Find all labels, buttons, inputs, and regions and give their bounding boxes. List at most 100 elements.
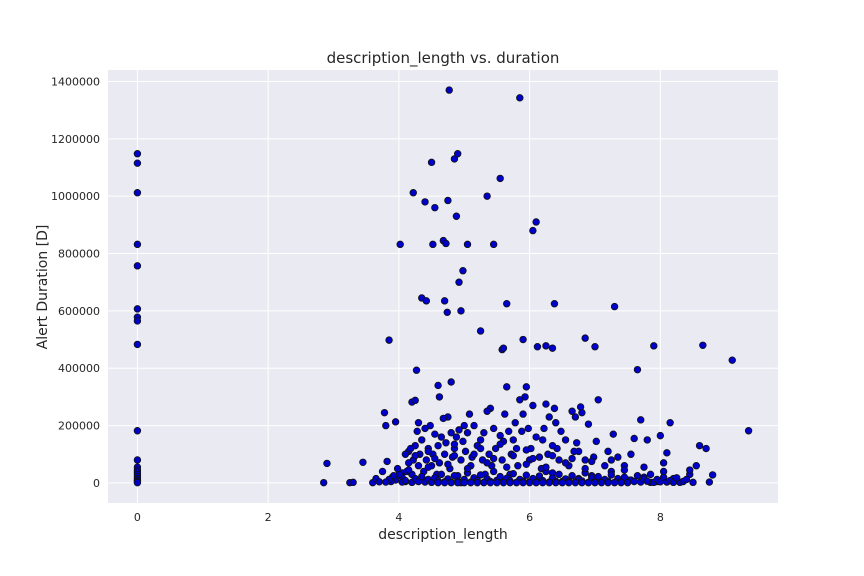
data-point	[609, 430, 617, 438]
data-point	[450, 440, 459, 448]
data-point	[672, 474, 681, 482]
data-point	[422, 456, 431, 464]
data-point	[447, 378, 455, 386]
data-point	[431, 454, 439, 463]
data-point	[444, 460, 452, 468]
data-point	[489, 467, 498, 476]
data-point	[378, 467, 387, 476]
data-point	[571, 413, 580, 421]
data-point	[571, 478, 580, 487]
x-axis-label: description_length	[378, 527, 507, 543]
data-point	[401, 476, 410, 485]
data-point	[633, 365, 642, 374]
data-point	[601, 462, 609, 470]
data-point	[504, 427, 513, 436]
data-point	[607, 471, 616, 479]
data-point	[454, 478, 462, 487]
data-point	[463, 240, 472, 249]
data-point	[640, 463, 648, 471]
data-point	[483, 459, 491, 467]
data-point	[476, 436, 485, 444]
data-point	[620, 473, 629, 481]
data-point	[470, 450, 478, 458]
data-point	[411, 396, 419, 405]
y-tick-label: 800000	[58, 248, 100, 261]
data-point	[610, 478, 619, 487]
data-point	[489, 240, 498, 249]
y-tick-labels: 0 200000 400000 600000 800000 1000000 1200000 1…	[51, 75, 100, 489]
data-point	[542, 342, 550, 350]
data-point	[133, 305, 142, 313]
data-point	[610, 302, 619, 311]
data-point	[455, 426, 463, 434]
data-point	[480, 478, 488, 487]
data-point	[525, 478, 534, 487]
data-point	[557, 427, 565, 436]
data-point	[594, 396, 602, 404]
data-point	[509, 451, 517, 460]
data-point	[418, 436, 426, 444]
data-point	[682, 475, 691, 484]
data-point	[413, 427, 421, 436]
x-tick-labels: 0 2 4 6 8	[134, 511, 664, 524]
data-point	[518, 427, 526, 436]
data-point	[382, 478, 390, 486]
data-point	[498, 456, 506, 464]
data-point	[728, 356, 736, 364]
y-tick-label: 1000000	[51, 190, 100, 203]
data-point	[529, 454, 537, 463]
data-point	[581, 334, 589, 342]
data-point	[633, 472, 642, 480]
data-point	[406, 444, 415, 453]
data-point	[463, 429, 472, 437]
data-points	[133, 86, 753, 487]
data-point	[396, 240, 404, 249]
data-point	[434, 441, 442, 450]
data-point	[511, 419, 519, 427]
data-point	[555, 470, 563, 479]
data-point	[708, 471, 717, 479]
x-tick-label: 8	[657, 511, 664, 524]
data-point	[630, 434, 638, 443]
grid	[108, 70, 778, 503]
data-point	[503, 463, 511, 471]
data-point	[548, 451, 557, 460]
data-point	[597, 478, 606, 487]
data-point	[380, 408, 389, 417]
data-point	[133, 340, 142, 349]
data-point	[503, 383, 511, 391]
data-point	[476, 444, 485, 453]
data-point	[460, 421, 468, 430]
data-point	[450, 155, 459, 163]
data-point	[623, 478, 632, 487]
data-point	[427, 158, 436, 167]
data-point	[440, 450, 449, 458]
data-point	[429, 240, 437, 249]
data-point	[440, 297, 449, 305]
data-point	[409, 189, 417, 197]
data-point	[522, 471, 531, 479]
data-point	[542, 463, 550, 471]
data-point	[591, 478, 599, 487]
data-point	[422, 297, 431, 305]
data-point	[133, 240, 142, 249]
data-point	[588, 457, 596, 466]
data-point	[133, 427, 142, 435]
y-tick-label: 400000	[58, 362, 100, 375]
x-tick-label: 4	[395, 511, 402, 524]
data-point	[359, 458, 367, 466]
data-point	[545, 413, 553, 421]
data-point	[483, 192, 491, 200]
data-point	[133, 456, 142, 464]
x-tick-label: 2	[265, 511, 272, 524]
data-point	[133, 189, 142, 197]
data-point	[447, 478, 455, 487]
data-point	[133, 262, 142, 270]
data-point	[529, 401, 537, 410]
data-point	[604, 478, 612, 487]
data-point	[414, 462, 423, 470]
data-point	[581, 456, 589, 464]
data-point	[457, 307, 465, 315]
y-tick-label: 0	[93, 477, 100, 490]
data-point	[349, 478, 357, 487]
